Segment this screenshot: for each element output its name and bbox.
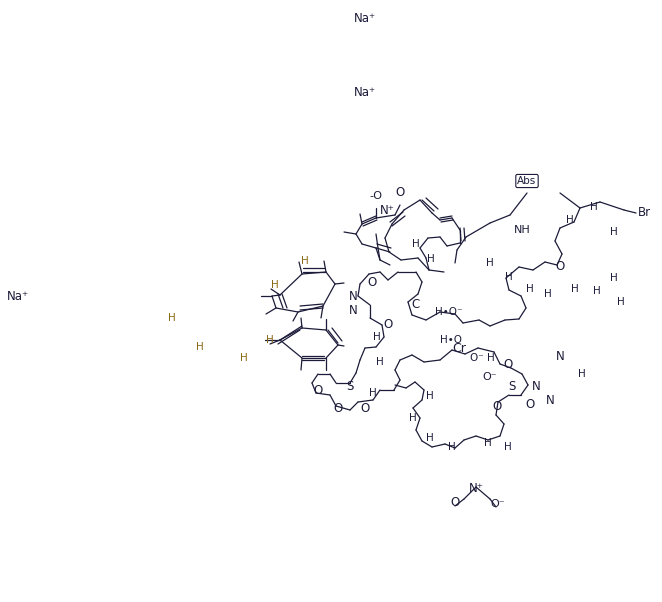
Text: H: H [526,284,534,294]
Text: H: H [544,289,552,299]
Text: S: S [508,380,516,394]
Text: H: H [168,313,176,323]
Text: H: H [412,239,420,249]
Text: H: H [610,273,618,283]
Text: N⁺: N⁺ [379,203,395,217]
Text: Na⁺: Na⁺ [7,290,29,302]
Text: H: H [486,258,494,268]
Text: O: O [383,318,393,332]
Text: H: H [593,286,601,296]
Text: H: H [505,272,513,282]
Text: Cr: Cr [452,341,466,355]
Text: N⁺: N⁺ [469,482,483,494]
Text: H: H [578,369,586,379]
Text: O⁻: O⁻ [483,372,497,382]
Text: H•O: H•O [440,335,462,345]
Text: O: O [555,261,565,273]
Text: H: H [504,442,512,452]
Text: N: N [555,350,565,362]
Text: H: H [301,256,309,266]
Text: NH: NH [514,225,531,235]
Text: O: O [313,383,322,397]
Text: H•O⁻: H•O⁻ [435,307,463,317]
Text: H: H [409,413,417,423]
Text: C: C [412,297,420,311]
Text: H: H [271,280,279,290]
Text: N: N [349,290,357,302]
Text: S: S [346,380,354,394]
Text: H: H [266,335,274,345]
Text: O: O [367,276,377,290]
Text: N: N [545,394,554,406]
Text: H: H [373,332,381,342]
Text: H: H [369,388,377,398]
Text: O⁻: O⁻ [491,499,505,509]
Text: H: H [448,442,456,452]
Text: H: H [590,202,598,212]
Text: Na⁺: Na⁺ [354,87,376,99]
Text: O: O [360,402,369,415]
Text: H: H [426,433,434,443]
Text: -O: -O [369,191,382,201]
Text: H: H [427,254,435,264]
Text: H: H [240,353,248,363]
Text: O: O [450,495,459,509]
Text: H: H [426,391,434,401]
Text: O: O [334,402,343,415]
Text: O: O [493,400,502,412]
Text: H: H [617,297,625,307]
Text: O: O [526,397,535,411]
Text: O: O [395,187,404,199]
Text: Abs: Abs [518,176,537,186]
Text: N: N [349,303,357,317]
Text: Br: Br [638,206,651,220]
Text: H: H [376,357,384,367]
Text: H: H [196,342,204,352]
Text: O: O [503,358,512,370]
Text: N: N [532,379,540,393]
Text: H: H [566,215,574,225]
Text: Na⁺: Na⁺ [354,11,376,25]
Text: H: H [484,438,492,448]
Text: H: H [610,227,618,237]
Text: O⁻ H: O⁻ H [469,353,495,363]
Text: H: H [571,284,579,294]
